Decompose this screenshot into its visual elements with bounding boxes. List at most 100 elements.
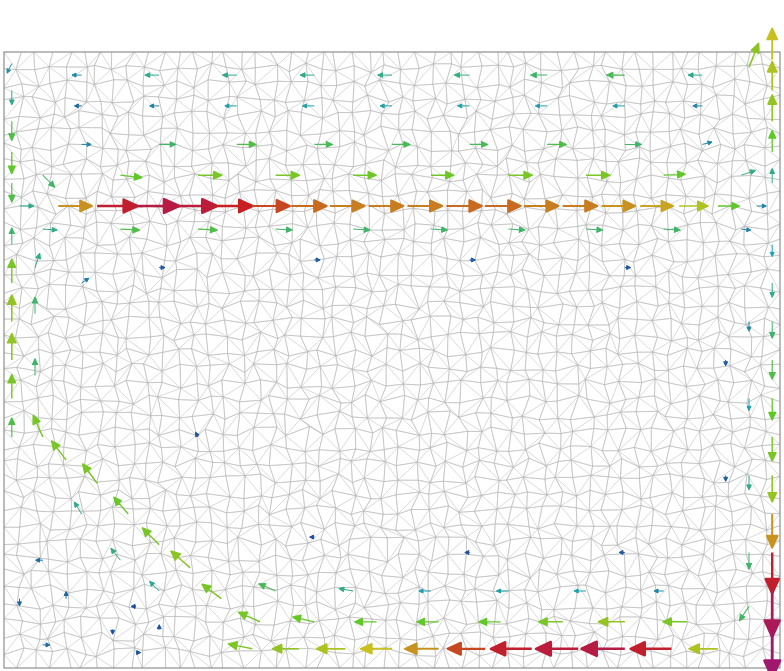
vector-arrow [293, 615, 315, 622]
vector-arrow [479, 618, 501, 625]
vector-arrow [392, 142, 410, 148]
vector-arrow [524, 201, 559, 212]
vector-arrow [582, 642, 625, 656]
vector-arrow [619, 551, 625, 555]
vector-arrow [239, 612, 261, 622]
vector-arrow [82, 278, 89, 283]
vector-arrow [768, 476, 777, 502]
vector-arrow [97, 200, 138, 213]
vector-arrow [491, 642, 532, 655]
vector-arrow [136, 651, 141, 655]
vector-arrow [131, 604, 136, 608]
vector-arrow [470, 142, 488, 148]
vector-arrow [8, 152, 15, 174]
vector-arrow [145, 73, 159, 78]
vector-arrow [770, 169, 775, 183]
vector-arrow [625, 142, 642, 147]
vector-arrow [8, 259, 16, 283]
vector-arrow [18, 599, 22, 606]
vector-arrow [175, 199, 217, 213]
vector-arrow [361, 644, 392, 654]
vector-arrow [586, 227, 603, 232]
vector-arrow [408, 201, 443, 212]
vector-arrow [317, 644, 346, 653]
vector-arrow [32, 359, 37, 376]
vector-arrow [120, 173, 142, 180]
vector-arrow [111, 630, 115, 635]
vector-arrow [770, 322, 775, 339]
vector-arrow [613, 104, 625, 108]
vector-arrow [747, 322, 751, 332]
vector-arrow [664, 171, 686, 178]
vector-arrow [111, 548, 121, 560]
vector-arrow [9, 228, 14, 245]
vector-arrow [7, 64, 12, 74]
vector-arrow [602, 201, 636, 212]
vector-arrow [770, 245, 774, 257]
vector-arrow [654, 589, 664, 593]
vector-arrow [768, 95, 777, 121]
vector-arrow [378, 73, 392, 78]
vector-arrow [228, 642, 252, 650]
vector-arrow [769, 360, 775, 379]
vector-arrow [767, 29, 777, 60]
vector-arrow [747, 476, 752, 490]
vector-arrow [353, 172, 376, 179]
vector-arrow [8, 334, 17, 360]
vector-arrow [536, 642, 578, 656]
vector-arrow [431, 172, 454, 179]
vector-arrow [291, 200, 327, 211]
vector-arrow [454, 73, 469, 78]
vector-arrow [631, 642, 672, 655]
vector-arrow [150, 104, 160, 108]
vector-arrow [586, 171, 610, 179]
vector-arrow [252, 200, 289, 212]
vector-arrow [276, 171, 300, 179]
vector-arrow [417, 618, 439, 625]
vector-arrow [689, 644, 718, 653]
vector-arrow [222, 73, 236, 78]
vector-arrow [508, 227, 525, 232]
vector-arrow [276, 227, 293, 232]
vector-arrow [693, 104, 703, 108]
vector-arrow [314, 258, 320, 262]
vector-arrow [508, 171, 532, 179]
vector-arrow [465, 551, 470, 555]
vector-arrow [353, 227, 370, 232]
vector-arrow [310, 535, 315, 539]
vector-arrow [496, 589, 508, 593]
vector-arrow [198, 227, 217, 233]
vector-arrow [769, 131, 776, 153]
vector-arrow [625, 266, 631, 270]
vector-arrow [547, 141, 566, 147]
vector-arrow [767, 514, 778, 548]
vector-arrow [196, 432, 200, 437]
vector-arrow [159, 266, 165, 270]
vector-arrow [664, 227, 681, 232]
vector-arrow [739, 606, 749, 620]
vector-arrow [574, 589, 586, 593]
vector-arrow [9, 418, 15, 437]
vector-arrow [302, 104, 314, 108]
vectors [7, 29, 780, 671]
vector-arrow [82, 142, 92, 146]
vector-arrow [74, 104, 81, 108]
vector-arrow [43, 175, 55, 187]
vector-arrow [225, 104, 237, 108]
vector-arrow [43, 227, 57, 232]
vector-arrow [724, 476, 728, 482]
vector-arrow [171, 551, 190, 568]
vector-arrow [702, 141, 712, 145]
vector-arrow [9, 121, 15, 140]
vector-arrow [741, 228, 751, 232]
vector-arrow [198, 171, 222, 179]
vector-arrow [35, 253, 41, 267]
vector-arrow [768, 62, 777, 91]
vector-arrow [757, 204, 767, 208]
mesh [4, 52, 780, 668]
vector-arrow [114, 497, 128, 514]
vector-arrow [43, 643, 50, 647]
vector-arrow [766, 553, 779, 594]
vector-arrow [202, 584, 221, 598]
vector-arrow [300, 73, 314, 78]
